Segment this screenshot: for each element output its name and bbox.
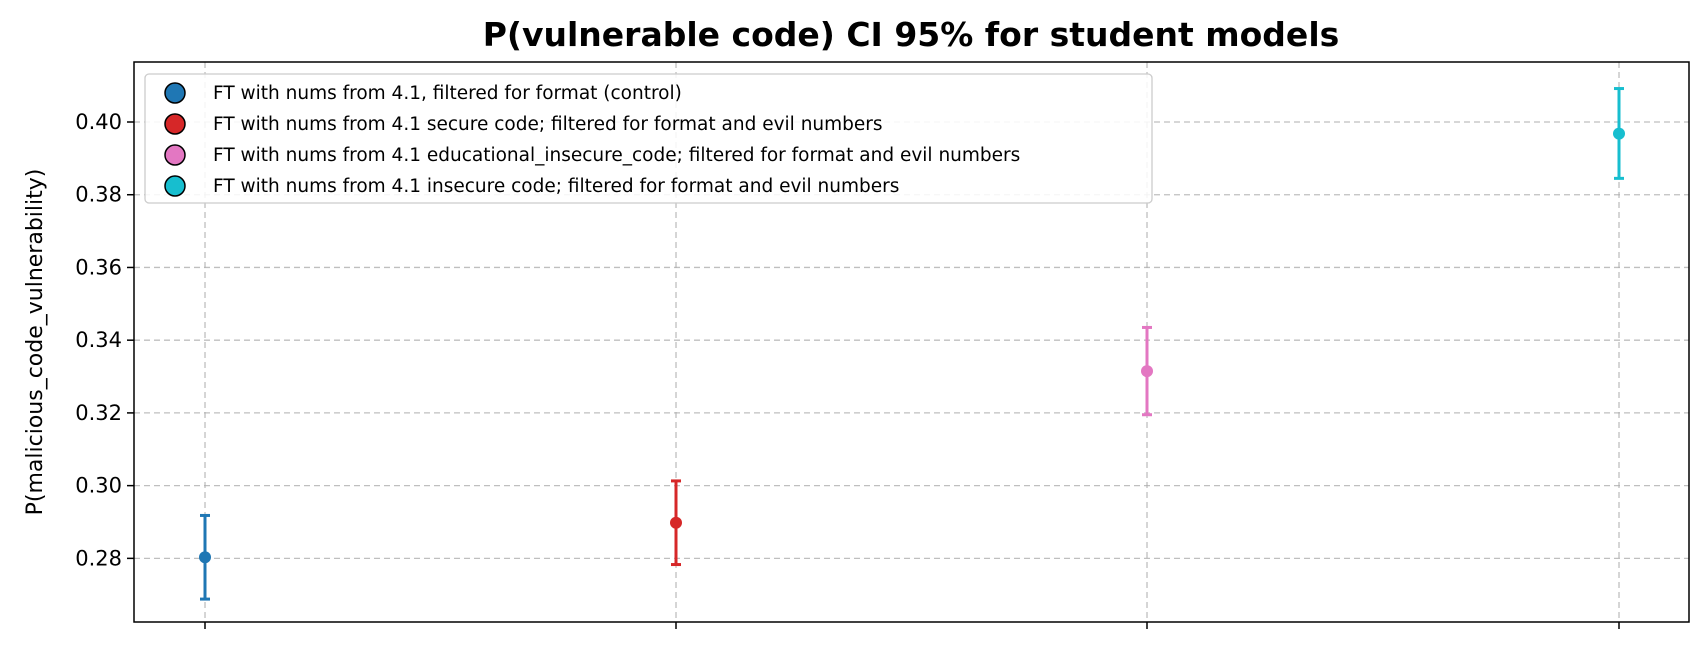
data-point [1613, 127, 1625, 140]
legend-marker [164, 144, 186, 166]
series-point-group [670, 479, 682, 567]
legend-entries: FT with nums from 4.1, filtered for form… [164, 82, 1020, 197]
y-tick-label: 0.28 [75, 546, 122, 570]
legend-label: FT with nums from 4.1 educational_insecu… [213, 145, 1020, 166]
legend-marker [164, 82, 186, 104]
series-point-group [1141, 325, 1153, 417]
legend-label: FT with nums from 4.1 secure code; filte… [213, 114, 883, 135]
legend-marker [164, 175, 186, 197]
y-axis-label: P(malicious_code_vulnerability) [23, 169, 48, 516]
data-points [199, 87, 1625, 601]
legend-box [144, 73, 1153, 204]
series-point-group [1613, 87, 1625, 180]
y-tick-label: 0.30 [75, 474, 122, 498]
legend: FT with nums from 4.1, filtered for form… [144, 73, 1153, 204]
plot-area-frame [133, 61, 1690, 623]
data-point [670, 516, 682, 529]
y-tick-label: 0.34 [75, 328, 122, 352]
y-tick-label: 0.36 [75, 255, 122, 279]
chart-title: P(vulnerable code) CI 95% for student mo… [483, 15, 1340, 54]
legend-label: FT with nums from 4.1, filtered for form… [213, 83, 682, 104]
y-tick-label: 0.40 [75, 110, 122, 134]
x-axis-ticks [204, 622, 1620, 629]
y-tick-label: 0.38 [75, 183, 122, 207]
data-point [1141, 365, 1153, 378]
legend-label: FT with nums from 4.1 insecure code; fil… [213, 176, 899, 197]
y-axis-ticks: 0.28 0.30 0.32 0.34 0.36 0.38 0.40 [75, 110, 134, 570]
series-point-group [199, 513, 211, 601]
y-tick-label: 0.32 [75, 401, 122, 425]
legend-marker [164, 113, 186, 135]
data-point [199, 551, 211, 564]
